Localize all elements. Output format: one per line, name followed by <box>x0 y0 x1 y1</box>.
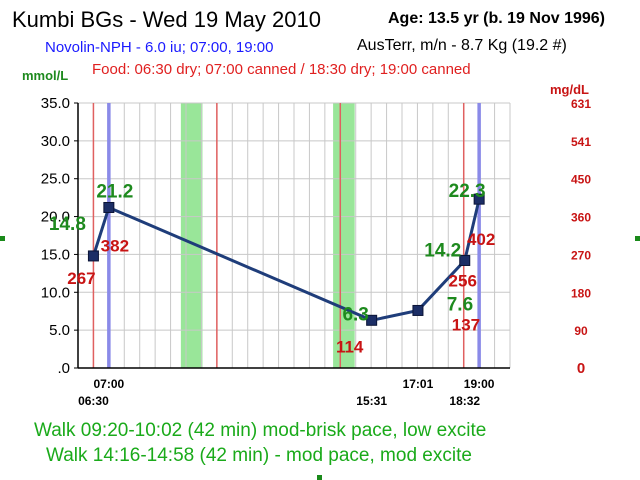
y-tick-label: 5.0 <box>49 322 70 339</box>
right-tick-label: 270 <box>571 248 591 262</box>
bg-series-line <box>91 198 481 322</box>
bg-point <box>87 250 99 262</box>
bg-point <box>366 314 378 326</box>
walk-note-2: Walk 14:16-14:58 (42 min) - mod pace, mo… <box>46 445 472 466</box>
mmol-data-label: 6.3 <box>342 304 368 325</box>
bg-point <box>459 254 471 266</box>
mmol-data-label: 7.6 <box>447 294 473 315</box>
walk-band <box>180 103 203 368</box>
food-info: Food: 06:30 dry; 07:00 canned / 18:30 dr… <box>92 61 471 78</box>
selection-handle[interactable] <box>0 236 5 241</box>
right-tick-label: 360 <box>571 211 591 225</box>
y-tick-label: 20.0 <box>41 209 70 226</box>
right-tick-label: 631 <box>571 97 591 111</box>
age-info: Age: 13.5 yr (b. 19 Nov 1996) <box>388 10 605 27</box>
y-tick-label: 35.0 <box>41 95 70 112</box>
bg-point <box>103 201 115 213</box>
bg-point <box>412 304 424 316</box>
y-axis-right-label: mg/dL <box>550 82 589 97</box>
x-tick-label: 17:01 <box>403 377 434 391</box>
y-tick-label: .0 <box>57 360 70 377</box>
breed-weight-info: AusTerr, m/n - 8.7 Kg (19.2 #) <box>357 37 567 54</box>
mgdl-data-label: 137 <box>452 315 480 334</box>
selection-handle[interactable] <box>317 475 322 480</box>
y-tick-label: 10.0 <box>41 284 70 301</box>
walk-band <box>333 103 355 368</box>
mgdl-data-label: 382 <box>101 236 129 255</box>
y-tick-label: 25.0 <box>41 171 70 188</box>
right-tick-label: 541 <box>571 135 591 149</box>
mgdl-data-label: 256 <box>449 271 477 290</box>
x-tick-label: 19:00 <box>464 377 495 391</box>
y-tick-label: 30.0 <box>41 133 70 150</box>
walk-note-1: Walk 09:20-10:02 (42 min) mod-brisk pace… <box>34 420 487 441</box>
mmol-data-label: 22.3 <box>449 181 486 202</box>
x-tick-label: 18:32 <box>449 394 480 408</box>
right-tick-label: 450 <box>571 173 591 187</box>
insulin-info: Novolin-NPH - 6.0 iu; 07:00, 19:00 <box>45 39 274 56</box>
right-tick-label: 90 <box>574 324 588 338</box>
bg-point <box>473 193 485 205</box>
y-axis-label: mmol/L <box>22 68 68 83</box>
mgdl-data-label: 267 <box>67 269 95 288</box>
chart-title: Kumbi BGs - Wed 19 May 2010 <box>12 7 321 32</box>
right-tick-label: 180 <box>571 286 591 300</box>
mmol-data-label: 14.8 <box>49 214 86 235</box>
mgdl-data-label: 402 <box>467 230 495 249</box>
selection-handle[interactable] <box>635 236 640 241</box>
x-tick-label: 07:00 <box>94 377 125 391</box>
mmol-data-label: 21.2 <box>96 181 133 202</box>
x-tick-label: 06:30 <box>78 394 109 408</box>
x-tick-label: 15:31 <box>356 394 387 408</box>
right-tick-label: 0 <box>577 360 585 377</box>
mgdl-data-label: 114 <box>336 337 364 356</box>
mmol-data-label: 14.2 <box>424 240 461 261</box>
y-tick-label: 15.0 <box>41 246 70 263</box>
